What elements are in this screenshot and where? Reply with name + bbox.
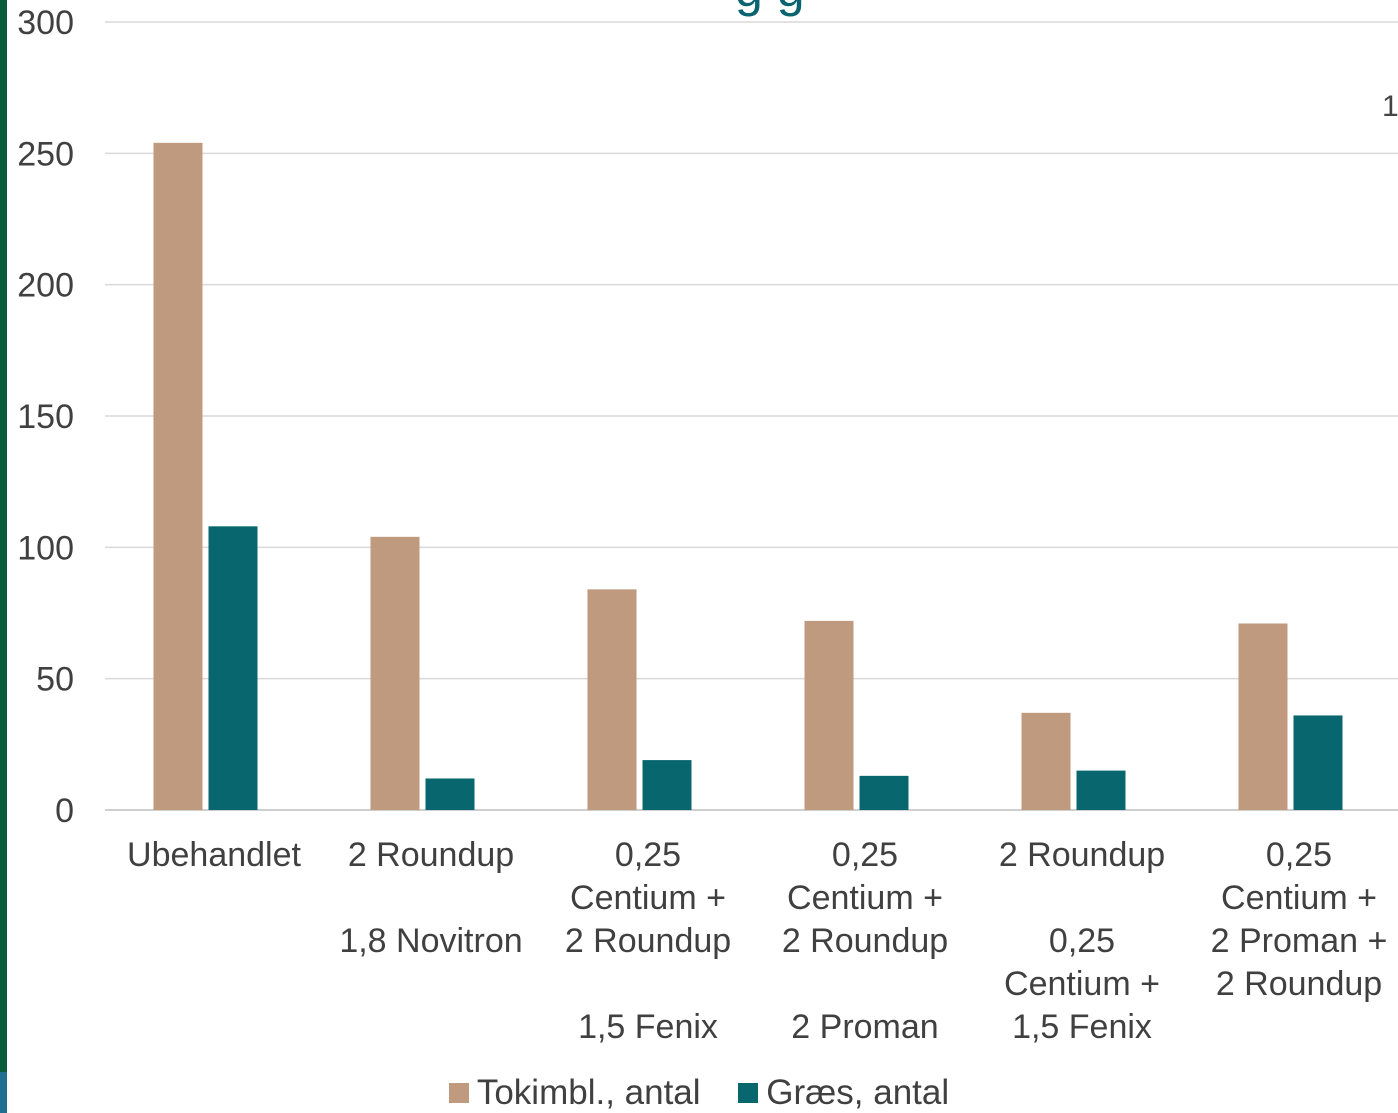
bar-graes	[1293, 715, 1343, 810]
bar-graes	[1076, 770, 1126, 810]
left-accent-stripe-bottom	[0, 1072, 7, 1113]
bar-tokimbl	[804, 620, 854, 810]
bar-tokimbl	[1021, 712, 1071, 810]
legend-label-graes: Græs, antal	[766, 1073, 950, 1112]
y-axis-tick-labels: 0 50 100 150 200 250 300	[17, 4, 74, 830]
bar-tokimbl	[587, 589, 637, 810]
x-category-label: 2 Roundup 1,8 Novitron	[339, 836, 522, 960]
x-category-label: 0,25 Centium +2 Roundup 1,5 Fenix	[565, 836, 731, 1046]
legend-item-graes: Græs, antal	[738, 1073, 949, 1113]
bar-graes	[859, 775, 909, 810]
x-category-label: 0,25 Centium +2 Proman +2 Roundup	[1211, 836, 1388, 1003]
legend-swatch-graes	[738, 1083, 759, 1103]
y-tick-label: 200	[17, 267, 74, 305]
bar-graes	[642, 760, 692, 810]
gridlines	[105, 21, 1398, 811]
left-accent-stripe	[0, 0, 7, 1113]
bar-tokimbl	[153, 142, 203, 810]
chart-title-fragment: g g	[735, 0, 805, 18]
bar-graes	[208, 526, 258, 810]
legend: Tokimbl., antal Græs, antal	[0, 1072, 1398, 1112]
bar-graes	[425, 778, 475, 810]
x-category-label: 0,25 Centium +2 Roundup 2 Proman	[782, 836, 948, 1046]
side-text-fragment: 1	[1382, 90, 1398, 123]
bar-chart: 0 50 100 150 200 250 300 Ubehandlet 2 Roundup 1,…	[17, 4, 1398, 1046]
legend-item-tokimbl: Tokimbl., antal	[448, 1073, 701, 1113]
y-tick-label: 0	[55, 792, 74, 830]
x-axis-category-labels: Ubehandlet 2 Roundup 1,8 Novitron 0,25 Centi…	[127, 836, 1387, 1046]
bars	[153, 142, 1343, 810]
y-tick-label: 150	[17, 398, 74, 436]
y-tick-label: 300	[17, 4, 74, 42]
legend-swatch-tokimbl	[448, 1083, 469, 1103]
x-category-label: Ubehandlet	[127, 836, 301, 874]
bar-tokimbl	[1238, 623, 1288, 810]
y-tick-label: 250	[17, 135, 74, 173]
y-tick-label: 100	[17, 529, 74, 567]
x-category-label: 2 Roundup 0,25 Centium +1,5 Fenix	[999, 836, 1165, 1046]
bar-tokimbl	[370, 536, 420, 810]
legend-label-tokimbl: Tokimbl., antal	[476, 1073, 701, 1112]
y-tick-label: 50	[36, 661, 74, 699]
